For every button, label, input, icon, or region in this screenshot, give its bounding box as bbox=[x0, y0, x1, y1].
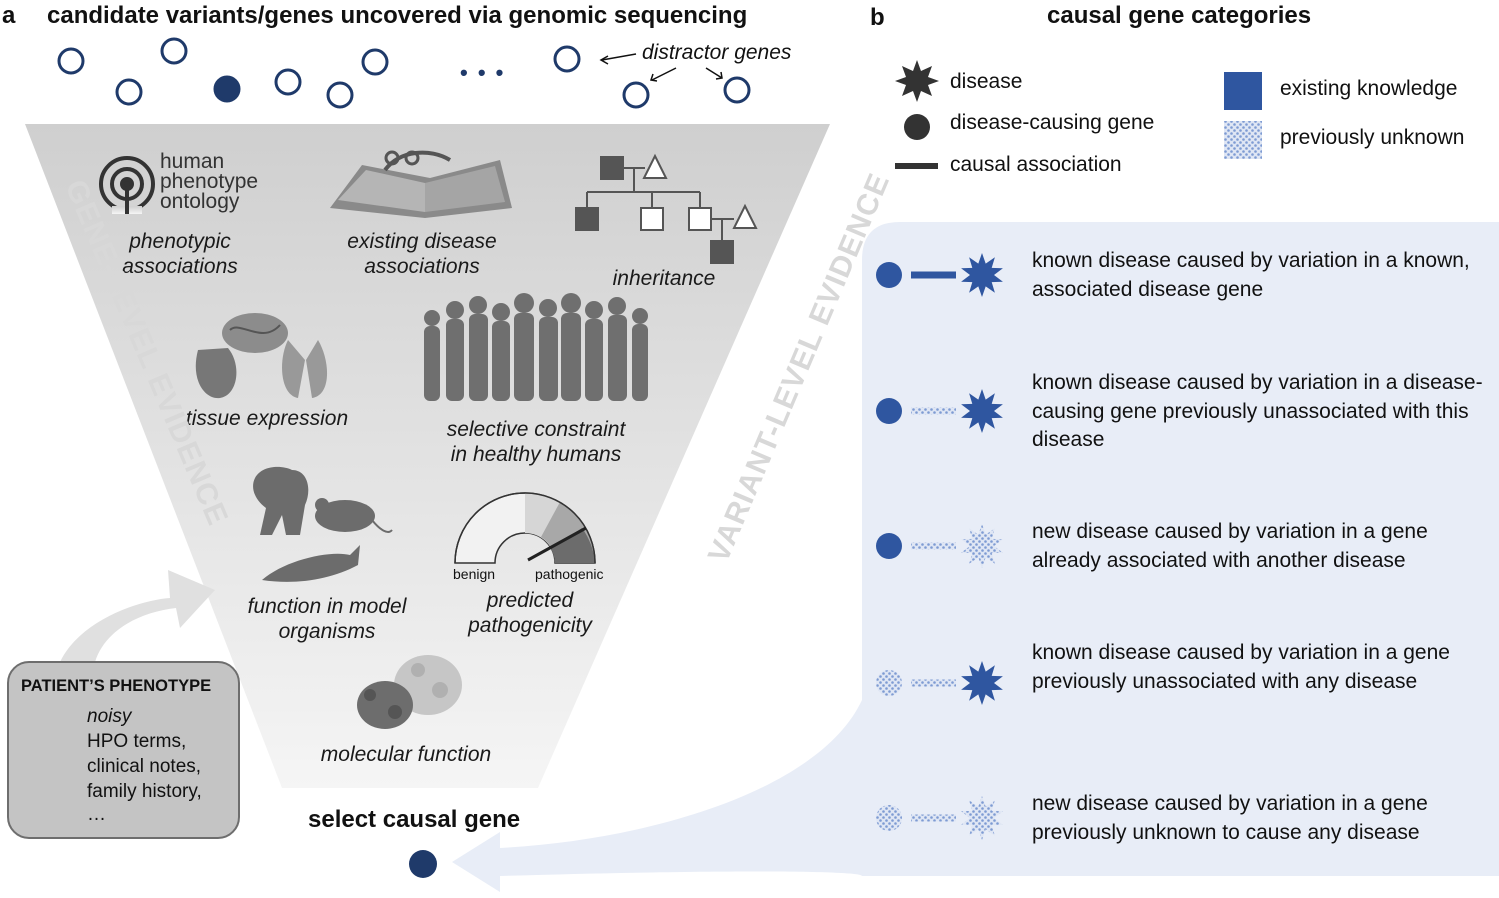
patient-phenotype-line: family history, bbox=[87, 781, 202, 802]
category-5-text: new disease caused by variation in a gen… bbox=[1032, 792, 1428, 844]
model-organisms-label: function in model organisms bbox=[217, 594, 437, 644]
model-organisms-icon bbox=[253, 466, 393, 582]
category-association-icon bbox=[911, 814, 956, 822]
evidence-line: inheritance bbox=[612, 267, 716, 290]
book-icon bbox=[330, 150, 512, 218]
evidence-funnel bbox=[25, 124, 830, 788]
category-disease-icon bbox=[961, 661, 1003, 705]
evidence-line: phenotypic bbox=[129, 230, 231, 253]
disease-causing-gene-icon bbox=[904, 114, 930, 140]
patient-noisy-label: noisy bbox=[87, 706, 132, 727]
molecular-function-label: molecular function bbox=[296, 742, 516, 767]
evidence-line: in healthy humans bbox=[450, 443, 622, 467]
category-1-text: known disease caused by variation in a k… bbox=[1032, 249, 1470, 301]
category-association-icon bbox=[911, 542, 956, 550]
selected-causal-gene bbox=[409, 850, 437, 878]
legend-existing-label: existing knowledge bbox=[1280, 77, 1458, 100]
candidate-gene-circle bbox=[361, 48, 389, 76]
candidate-gene-circle bbox=[57, 47, 85, 75]
predicted-pathogenicity-label: predicted pathogenicity bbox=[440, 588, 620, 638]
category-disease-icon bbox=[961, 389, 1003, 433]
patient-phenotype-line: HPO terms, bbox=[87, 731, 187, 752]
disease-star-icon bbox=[895, 60, 939, 102]
patient-phenotype-line: … bbox=[87, 804, 106, 825]
evidence-line: molecular function bbox=[320, 743, 492, 766]
patient-phenotype-line: clinical notes, bbox=[87, 756, 202, 777]
patient-arrow bbox=[60, 570, 215, 662]
select-causal-gene-label: select causal gene bbox=[308, 806, 521, 833]
evidence-line: function in model bbox=[247, 595, 407, 618]
hpo-logo-line: human bbox=[160, 150, 225, 173]
category-disease-icon bbox=[961, 524, 1003, 568]
evidence-line: tissue expression bbox=[185, 407, 349, 430]
patient-phenotype-box: PATIENT’S PHENOTYPE noisy HPO terms, cli… bbox=[7, 661, 240, 839]
existing-disease-associations-label: existing disease associations bbox=[322, 229, 522, 279]
distractor-gene-circle bbox=[553, 45, 581, 73]
existing-knowledge-swatch bbox=[1224, 72, 1262, 110]
candidate-genes bbox=[57, 37, 751, 109]
category-gene-icon bbox=[876, 670, 902, 696]
pathogenicity-gauge-icon bbox=[454, 492, 596, 564]
legend-unknown-label: previously unknown bbox=[1280, 126, 1465, 149]
candidate-gene-circle bbox=[160, 37, 188, 65]
evidence-line: predicted bbox=[486, 589, 574, 612]
categories-background bbox=[862, 222, 1499, 876]
candidate-gene-circle bbox=[326, 81, 354, 109]
phenotypic-associations-label: phenotypic associations bbox=[90, 229, 270, 279]
distractor-gene-circle bbox=[622, 81, 650, 109]
legend-disease-label: disease bbox=[950, 70, 1023, 93]
panel-a-letter: a bbox=[2, 2, 16, 29]
distractor-genes-label: distractor genes bbox=[642, 41, 792, 64]
causal-association-icon bbox=[895, 163, 938, 169]
panel-b-letter: b bbox=[870, 4, 885, 31]
panel-a-title: candidate variants/genes uncovered via g… bbox=[47, 2, 748, 29]
evidence-line: selective constraint bbox=[446, 418, 626, 441]
evidence-line: pathogenicity bbox=[468, 614, 592, 638]
organs-icon bbox=[195, 313, 328, 399]
category-gene-icon bbox=[876, 805, 902, 831]
legend-association-label: causal association bbox=[950, 153, 1122, 176]
gauge-benign-label: benign bbox=[453, 566, 496, 582]
category-gene-icon bbox=[876, 398, 902, 424]
category-glyphs bbox=[876, 253, 1003, 840]
patient-phenotype-title: PATIENT’S PHENOTYPE bbox=[21, 677, 212, 695]
return-arrow bbox=[452, 700, 862, 892]
candidate-gene-circle bbox=[274, 68, 302, 96]
more-genes-ellipsis: • • • bbox=[460, 60, 506, 85]
category-association-icon bbox=[911, 271, 956, 279]
hpo-logo-text: human phenotype ontology bbox=[160, 150, 259, 213]
candidate-gene-circle bbox=[115, 78, 143, 106]
distractor-arrows bbox=[599, 53, 723, 82]
category-association-icon bbox=[911, 407, 956, 415]
category-gene-icon bbox=[876, 533, 902, 559]
category-disease-icon bbox=[961, 253, 1003, 297]
hpo-logo-line: phenotype bbox=[160, 170, 259, 193]
category-2-text: known disease caused by variation in a d… bbox=[1032, 371, 1483, 451]
category-3-text: new disease caused by variation in a gen… bbox=[1032, 520, 1428, 572]
category-gene-icon bbox=[876, 262, 902, 288]
category-association-icon bbox=[911, 679, 956, 687]
evidence-line: organisms bbox=[278, 620, 376, 644]
selective-constraint-label: selective constraint in healthy humans bbox=[420, 417, 652, 467]
previously-unknown-swatch bbox=[1224, 121, 1262, 159]
crowd-silhouettes-icon bbox=[424, 293, 648, 401]
tissue-expression-label: tissue expression bbox=[167, 406, 367, 431]
category-disease-icon bbox=[961, 796, 1003, 840]
hpo-logo-line: ontology bbox=[160, 190, 240, 213]
category-4-text: known disease caused by variation in a g… bbox=[1032, 641, 1450, 693]
protein-structure-icon bbox=[357, 655, 462, 729]
pedigree-icon bbox=[575, 153, 758, 264]
gauge-pathogenic-label: pathogenic bbox=[535, 566, 604, 582]
distractor-gene-circle bbox=[723, 76, 751, 104]
panel-b-title: causal gene categories bbox=[1047, 2, 1312, 29]
inheritance-label: inheritance bbox=[584, 266, 744, 291]
evidence-line: existing disease bbox=[347, 230, 497, 253]
causal-gene-circle bbox=[213, 75, 241, 103]
evidence-line: associations bbox=[122, 255, 238, 279]
legend-gene-label: disease-causing gene bbox=[950, 111, 1155, 134]
evidence-line: associations bbox=[364, 255, 480, 279]
